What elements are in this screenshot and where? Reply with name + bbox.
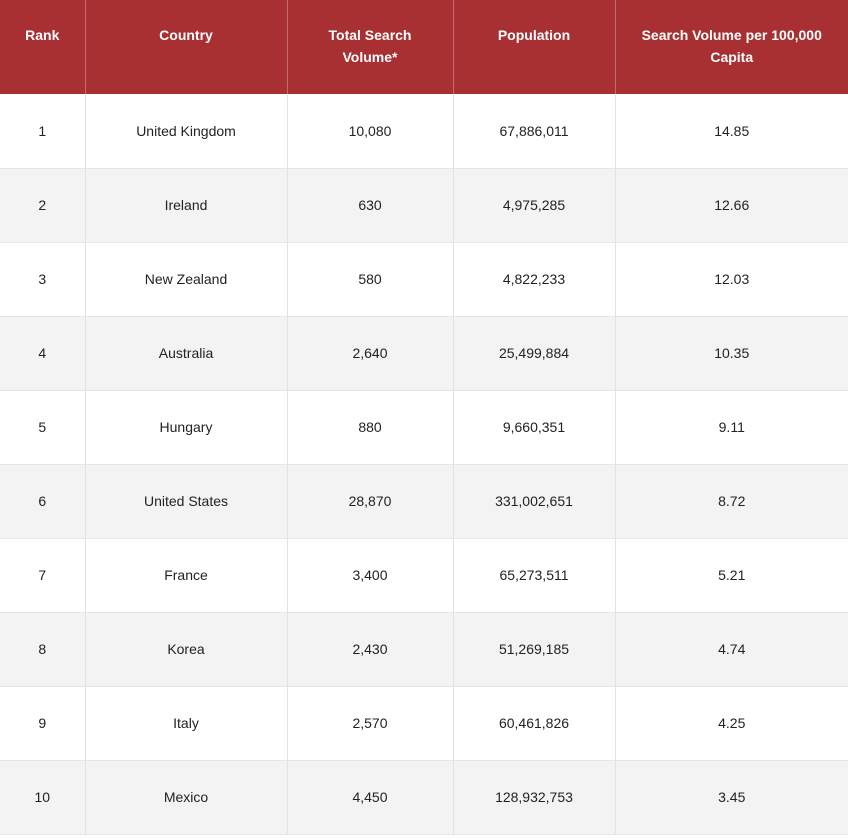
cell-population: 60,461,826 [452, 686, 615, 761]
cell-population: 4,822,233 [452, 242, 615, 317]
table-row: 2 Ireland 630 4,975,285 12.66 [0, 168, 848, 243]
cell-country: Australia [84, 316, 287, 391]
cell-rank: 10 [0, 760, 85, 835]
table-row: 8 Korea 2,430 51,269,185 4.74 [0, 612, 848, 687]
cell-total-search-volume: 630 [286, 168, 453, 243]
cell-search-volume-per-capita: 3.45 [614, 760, 848, 835]
cell-search-volume-per-capita: 4.74 [614, 612, 848, 687]
cell-total-search-volume: 10,080 [286, 94, 453, 169]
cell-population: 331,002,651 [452, 464, 615, 539]
cell-total-search-volume: 3,400 [286, 538, 453, 613]
cell-search-volume-per-capita: 12.66 [614, 168, 848, 243]
cell-search-volume-per-capita: 9.11 [614, 390, 848, 465]
cell-search-volume-per-capita: 4.25 [614, 686, 848, 761]
cell-rank: 2 [0, 168, 85, 243]
cell-country: United Kingdom [84, 94, 287, 169]
header-population: Population [452, 0, 615, 94]
cell-country: Italy [84, 686, 287, 761]
cell-search-volume-per-capita: 8.72 [614, 464, 848, 539]
table-row: 5 Hungary 880 9,660,351 9.11 [0, 390, 848, 465]
cell-country: Korea [84, 612, 287, 687]
cell-population: 128,932,753 [452, 760, 615, 835]
cell-population: 9,660,351 [452, 390, 615, 465]
header-search-volume-per-capita: Search Volume per 100,000 Capita [614, 0, 848, 94]
cell-population: 25,499,884 [452, 316, 615, 391]
table-row: 1 United Kingdom 10,080 67,886,011 14.85 [0, 94, 848, 169]
cell-country: United States [84, 464, 287, 539]
cell-search-volume-per-capita: 10.35 [614, 316, 848, 391]
cell-country: Mexico [84, 760, 287, 835]
cell-country: New Zealand [84, 242, 287, 317]
cell-rank: 4 [0, 316, 85, 391]
cell-search-volume-per-capita: 12.03 [614, 242, 848, 317]
cell-country: Ireland [84, 168, 287, 243]
table-header: Rank Country Total Search Volume* Popula… [0, 0, 848, 94]
cell-population: 65,273,511 [452, 538, 615, 613]
table-row: 6 United States 28,870 331,002,651 8.72 [0, 464, 848, 539]
cell-total-search-volume: 880 [286, 390, 453, 465]
header-rank: Rank [0, 0, 85, 94]
cell-total-search-volume: 580 [286, 242, 453, 317]
table-row: 10 Mexico 4,450 128,932,753 3.45 [0, 760, 848, 835]
table-body: 1 United Kingdom 10,080 67,886,011 14.85 2 Ire… [0, 94, 848, 835]
cell-rank: 6 [0, 464, 85, 539]
table-row: 3 New Zealand 580 4,822,233 12.03 [0, 242, 848, 317]
cell-rank: 3 [0, 242, 85, 317]
cell-rank: 1 [0, 94, 85, 169]
header-total-search-volume: Total Search Volume* [286, 0, 453, 94]
cell-search-volume-per-capita: 5.21 [614, 538, 848, 613]
header-country: Country [84, 0, 287, 94]
cell-population: 51,269,185 [452, 612, 615, 687]
cell-search-volume-per-capita: 14.85 [614, 94, 848, 169]
table-row: 7 France 3,400 65,273,511 5.21 [0, 538, 848, 613]
header-row: Rank Country Total Search Volume* Popula… [0, 0, 848, 94]
table-row: 4 Australia 2,640 25,499,884 10.35 [0, 316, 848, 391]
cell-rank: 5 [0, 390, 85, 465]
cell-total-search-volume: 2,430 [286, 612, 453, 687]
cell-total-search-volume: 2,570 [286, 686, 453, 761]
cell-rank: 9 [0, 686, 85, 761]
table-row: 9 Italy 2,570 60,461,826 4.25 [0, 686, 848, 761]
cell-country: France [84, 538, 287, 613]
cell-country: Hungary [84, 390, 287, 465]
cell-rank: 8 [0, 612, 85, 687]
cell-population: 67,886,011 [452, 94, 615, 169]
cell-total-search-volume: 2,640 [286, 316, 453, 391]
cell-total-search-volume: 4,450 [286, 760, 453, 835]
cell-population: 4,975,285 [452, 168, 615, 243]
cell-total-search-volume: 28,870 [286, 464, 453, 539]
cell-rank: 7 [0, 538, 85, 613]
